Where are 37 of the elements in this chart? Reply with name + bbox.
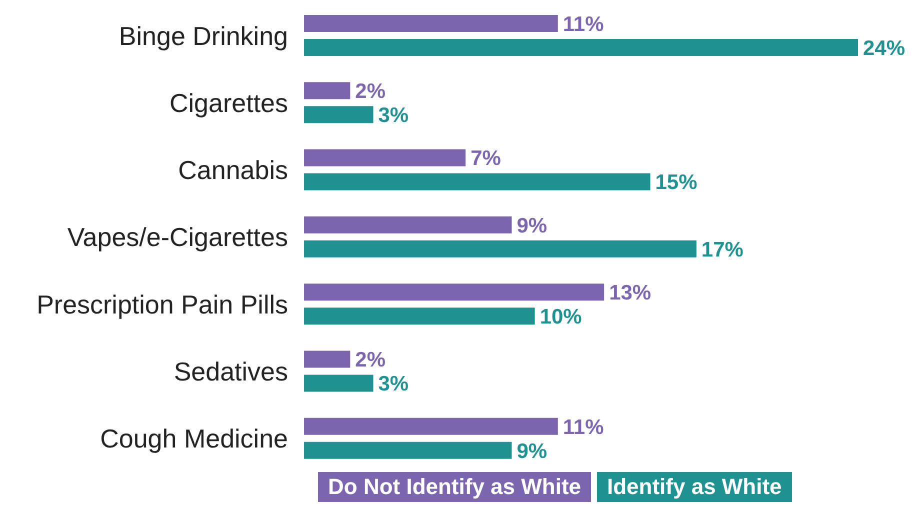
bar xyxy=(304,240,696,258)
y-tick-label: Vapes/e-Cigarettes xyxy=(67,222,288,252)
bar xyxy=(304,173,650,190)
text: Identify as White xyxy=(597,472,792,502)
bar xyxy=(304,82,350,100)
data-label: 9% xyxy=(516,214,548,238)
bar xyxy=(304,308,535,325)
y-tick-label: Prescription Pain Pills xyxy=(36,289,288,320)
data-label: 13% xyxy=(609,282,652,305)
y-tick-label: Sedatives xyxy=(174,356,288,387)
data-label: 11% xyxy=(562,416,604,439)
bar xyxy=(304,442,512,459)
data-label: 11% xyxy=(562,12,604,36)
bar xyxy=(304,350,350,368)
data-label: 15% xyxy=(655,171,698,194)
data-label: 7% xyxy=(470,147,502,170)
y-tick-label: Cough Medicine xyxy=(100,424,288,454)
bar xyxy=(304,374,374,392)
data-label: 9% xyxy=(516,440,548,463)
data-label: 24% xyxy=(863,36,906,60)
data-label: 17% xyxy=(701,238,744,262)
bar xyxy=(304,15,558,32)
bar xyxy=(304,149,466,166)
bar xyxy=(304,106,374,124)
bar xyxy=(304,216,512,234)
bar xyxy=(304,284,604,301)
y-tick-label: Cannabis xyxy=(178,155,288,186)
y-tick-label: Binge Drinking xyxy=(118,20,288,51)
data-label: 10% xyxy=(540,306,582,329)
series-label: Do Not Identify as White xyxy=(318,472,591,502)
data-label: 2% xyxy=(355,348,386,372)
bar xyxy=(304,39,858,56)
bar xyxy=(304,418,558,435)
y-tick-label: Cigarettes xyxy=(170,88,288,118)
data-label: 2% xyxy=(355,80,386,104)
data-label: 3% xyxy=(378,104,409,128)
data-label: 3% xyxy=(378,372,409,396)
